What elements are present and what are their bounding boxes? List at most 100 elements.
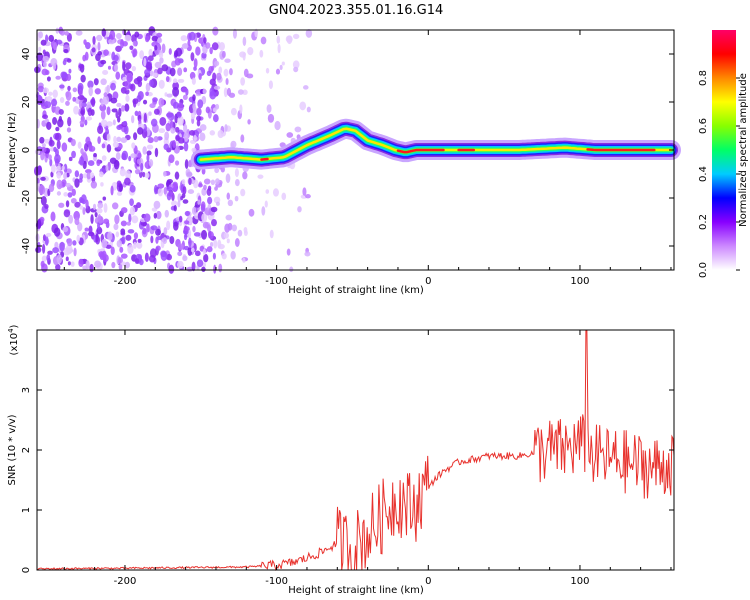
spectrogram-noise-cell	[247, 46, 254, 56]
spectrogram-noise-cell	[234, 195, 239, 202]
spectrogram-noise-cell	[212, 252, 216, 260]
spectrogram-noise-cell	[129, 45, 134, 51]
spectrogram-noise-cell	[66, 127, 72, 133]
spectrogram-noise-cell	[94, 211, 98, 218]
spectrogram-noise-cell	[54, 132, 62, 141]
spectrogram-noise-cell	[94, 260, 102, 268]
spectrogram-noise-cell	[132, 48, 138, 57]
spectrogram-noise-cell	[51, 164, 56, 174]
spectrogram-noise-cell	[183, 226, 190, 232]
spectrogram-noise-cell	[129, 206, 136, 216]
spectrogram-noise-cell	[49, 158, 53, 167]
spectrogram-noise-cell	[161, 64, 169, 72]
spectrogram-noise-cell	[72, 240, 77, 246]
spectrogram-y-tick-label: 20	[21, 96, 32, 109]
snr-x-tick-label: -200	[114, 576, 137, 587]
colorbar: 0.0 0.2 0.4 0.6 0.8 Normalized spectral ampl…	[698, 30, 749, 278]
spectrogram-noise-cell	[90, 180, 98, 189]
spectrogram-noise-cell	[205, 106, 211, 114]
spectrogram-noise-cell	[79, 120, 85, 125]
spectrogram-noise-cell	[196, 259, 204, 268]
spectrogram-noise-cell	[106, 84, 111, 94]
spectrogram-noise-cell	[78, 99, 83, 109]
spectrogram-noise-cell	[182, 94, 188, 100]
spectrogram-noise-cell	[191, 147, 197, 153]
colorbar-label: Normalized spectral amplitude	[738, 73, 749, 227]
spectrogram-noise-cell	[224, 124, 228, 132]
spectrogram-noise-cell	[172, 86, 180, 97]
spectrogram-noise-cell	[231, 224, 238, 232]
spectrogram-noise-cell	[184, 220, 190, 225]
spectrogram-noise-cell	[98, 171, 104, 178]
spectrogram-noise-cell	[110, 185, 114, 196]
spectrogram-noise-cell	[84, 169, 92, 174]
spectrogram-noise-cell	[248, 208, 255, 217]
spectrogram-y-tick-label: -40	[21, 238, 32, 254]
snr-series-line	[37, 329, 675, 572]
spectrogram-noise-cell	[56, 172, 62, 179]
spectrogram-noise-cell	[77, 222, 83, 232]
spectrogram-noise-cell	[193, 232, 201, 237]
spectrogram-noise-cell	[155, 236, 159, 244]
spectrogram-noise-cell	[130, 83, 136, 92]
spectrogram-noise-cell	[102, 196, 107, 201]
spectrogram-noise-cell	[146, 150, 152, 156]
spectrogram-noise-cell	[55, 27, 59, 34]
spectrogram-noise-cell	[93, 153, 97, 158]
spectrogram-noise-cell	[207, 224, 212, 232]
spectrogram-noise-cell	[101, 143, 106, 149]
spectrogram-noise-cell	[182, 255, 188, 262]
spectrogram-noise-cell	[80, 74, 86, 83]
spectrogram-noise-cell	[214, 186, 218, 191]
spectrogram-noise-cell	[242, 52, 246, 61]
spectrogram-noise-cell	[58, 108, 64, 115]
snr-panel: -200 -100 0 100 0 1 2 3 Height of straight lin…	[7, 324, 675, 596]
spectrogram-noise-cell	[194, 250, 201, 257]
spectrogram-noise-cell	[210, 65, 215, 71]
spectrogram-noise-cell	[183, 67, 188, 73]
spectrogram-noise-cell	[128, 155, 132, 162]
spectrogram-noise-cell	[174, 171, 180, 180]
spectrogram-noise-cell	[116, 102, 122, 108]
spectrogram-noise-cell	[63, 192, 68, 197]
spectrogram-noise-cell	[267, 113, 275, 123]
spectrogram-noise-cell	[213, 239, 218, 249]
spectrogram-noise-cell	[182, 199, 189, 204]
spectrogram-noise-cell	[118, 183, 123, 192]
spectrogram-noise-cell	[88, 143, 93, 152]
spectrogram-noise-cell	[185, 171, 193, 178]
spectrogram-noise-cell	[184, 210, 191, 217]
spectrogram-noise-cell	[131, 66, 137, 72]
spectrogram-noise-cell	[205, 42, 211, 49]
spectrogram-noise-cell	[48, 91, 53, 96]
spectrogram-noise-cell	[73, 247, 77, 257]
spectrogram-noise-cell	[76, 234, 81, 243]
spectrogram-noise-cell	[100, 99, 104, 107]
spectrogram-noise-cell	[197, 183, 203, 188]
spectrogram-noise-cell	[216, 72, 222, 81]
spectrogram-noise-cell	[38, 46, 42, 52]
spectrogram-noise-cell	[217, 129, 224, 139]
spectrogram-noise-cell	[166, 192, 172, 201]
spectrogram-noise-cell	[230, 107, 237, 116]
spectrogram-noise-cell	[188, 237, 192, 248]
spectrogram-noise-cell	[48, 183, 55, 193]
spectrogram-noise-cell	[159, 117, 167, 126]
spectrogram-noise-cell	[79, 205, 84, 210]
spectrogram-noise-cell	[177, 200, 181, 208]
snr-y-ticks: 0 1 2 3	[21, 387, 674, 573]
spectrogram-noise-cell	[65, 90, 72, 101]
spectrogram-noise-cell	[181, 43, 189, 49]
spectrogram-noise-cell	[242, 89, 248, 96]
spectrogram-noise-cell	[180, 35, 188, 42]
spectrogram-noise-cell	[40, 195, 47, 206]
spectrogram-noise-cell	[223, 87, 228, 98]
colorbar-tick-label: 0.0	[698, 262, 709, 278]
spectrogram-noise-cell	[264, 200, 268, 208]
spectrogram-noise-cell	[59, 29, 66, 36]
spectrogram-noise-cell	[234, 178, 240, 187]
spectrogram-noise-cell	[302, 85, 309, 90]
spectrogram-noise-cell	[144, 252, 149, 263]
spectrogram-noise-cell	[52, 247, 59, 254]
spectrogram-noise-cell	[292, 33, 300, 40]
